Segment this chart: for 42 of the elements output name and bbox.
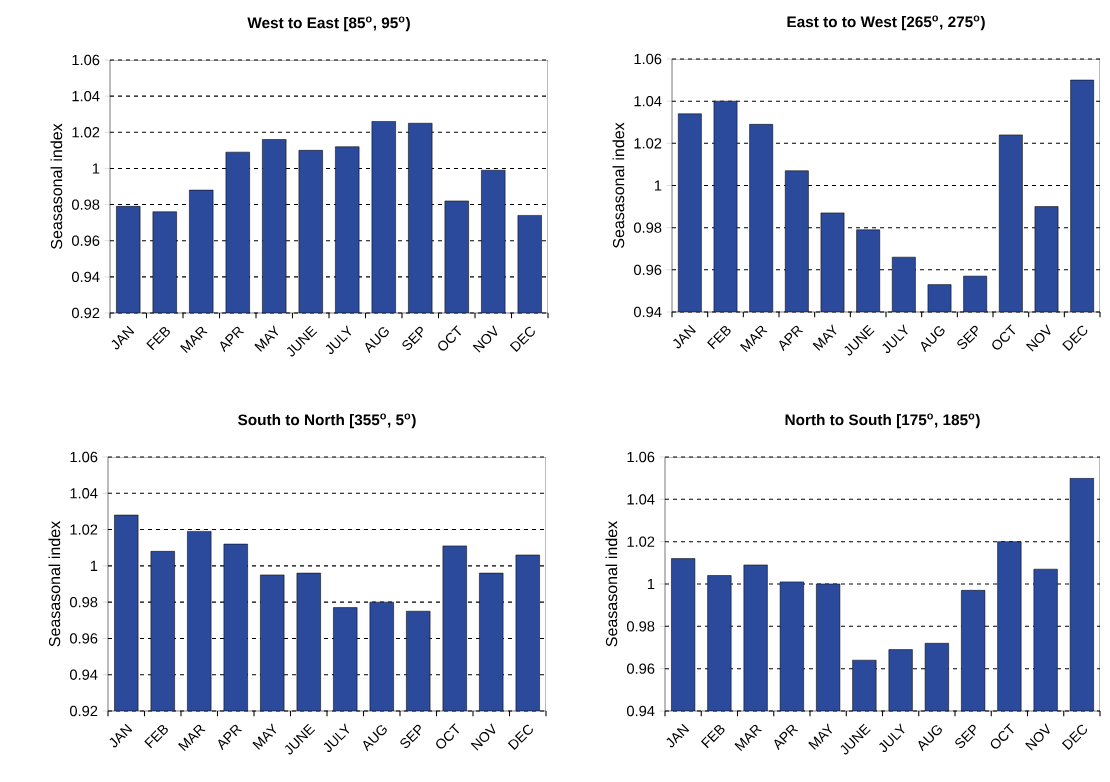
y-tick-label: 0.98 <box>71 199 100 210</box>
y-axis-title: Seasasonal index <box>612 122 625 248</box>
x-tick-label: FEB <box>707 325 731 350</box>
y-tick-label: 1 <box>654 180 662 191</box>
y-tick-label: 1.06 <box>72 54 100 66</box>
chart-title: East to to West [265$^{o}$, 275$^{o}$) <box>787 15 985 31</box>
x-tick-label: FEB <box>146 326 170 351</box>
y-tick-label: 1.02 <box>70 524 98 535</box>
y-tick-label: 0.92 <box>69 705 98 717</box>
y-tick-label: 0.94 <box>633 306 662 318</box>
y-tick-label: 0.96 <box>69 633 98 644</box>
y-tick-label: 0.98 <box>633 222 662 233</box>
y-tick-label: 1.02 <box>634 138 662 149</box>
y-tick-label: 1 <box>647 578 655 590</box>
chart-title: South to North [355$^{o}$, 5$^{o}$) <box>238 413 416 429</box>
y-tick-label: 0.98 <box>69 596 98 608</box>
y-tick-label: 1.02 <box>627 536 655 547</box>
y-tick-label: 1.02 <box>72 127 100 138</box>
chart-title: West to East [85$^{o}$, 95$^{o}$) <box>247 16 410 32</box>
y-tick-label: 1.06 <box>634 53 662 65</box>
y-tick-label: 1 <box>92 163 100 174</box>
y-tick-label: 0.94 <box>626 705 655 717</box>
y-tick-label: 1.04 <box>634 95 662 107</box>
y-tick-label: 1 <box>90 560 98 571</box>
y-tick-label: 0.96 <box>71 235 100 246</box>
y-tick-label: 1.04 <box>70 488 98 499</box>
y-axis-title: Seasasonal index <box>605 521 618 647</box>
x-tick-label: FEB <box>144 724 168 749</box>
y-tick-label: 0.96 <box>626 663 655 674</box>
x-tick-label: FEB <box>700 724 725 749</box>
y-tick-label: 0.96 <box>633 264 662 276</box>
y-axis-title: Seasasonal index <box>48 521 61 647</box>
y-tick-label: 1.04 <box>72 90 100 102</box>
y-tick-label: 1.06 <box>70 451 98 463</box>
y-tick-label: 1.04 <box>627 494 655 505</box>
y-tick-label: 1.06 <box>627 451 655 463</box>
chart-title: North to South [175$^{o}$, 185$^{o}$) <box>785 413 980 429</box>
y-tick-label: 0.94 <box>71 271 100 283</box>
y-tick-label: 0.98 <box>626 621 655 632</box>
y-tick-label: 0.94 <box>69 669 98 680</box>
y-tick-label: 0.92 <box>71 307 100 319</box>
y-axis-title: Seasasonal index <box>50 123 63 249</box>
